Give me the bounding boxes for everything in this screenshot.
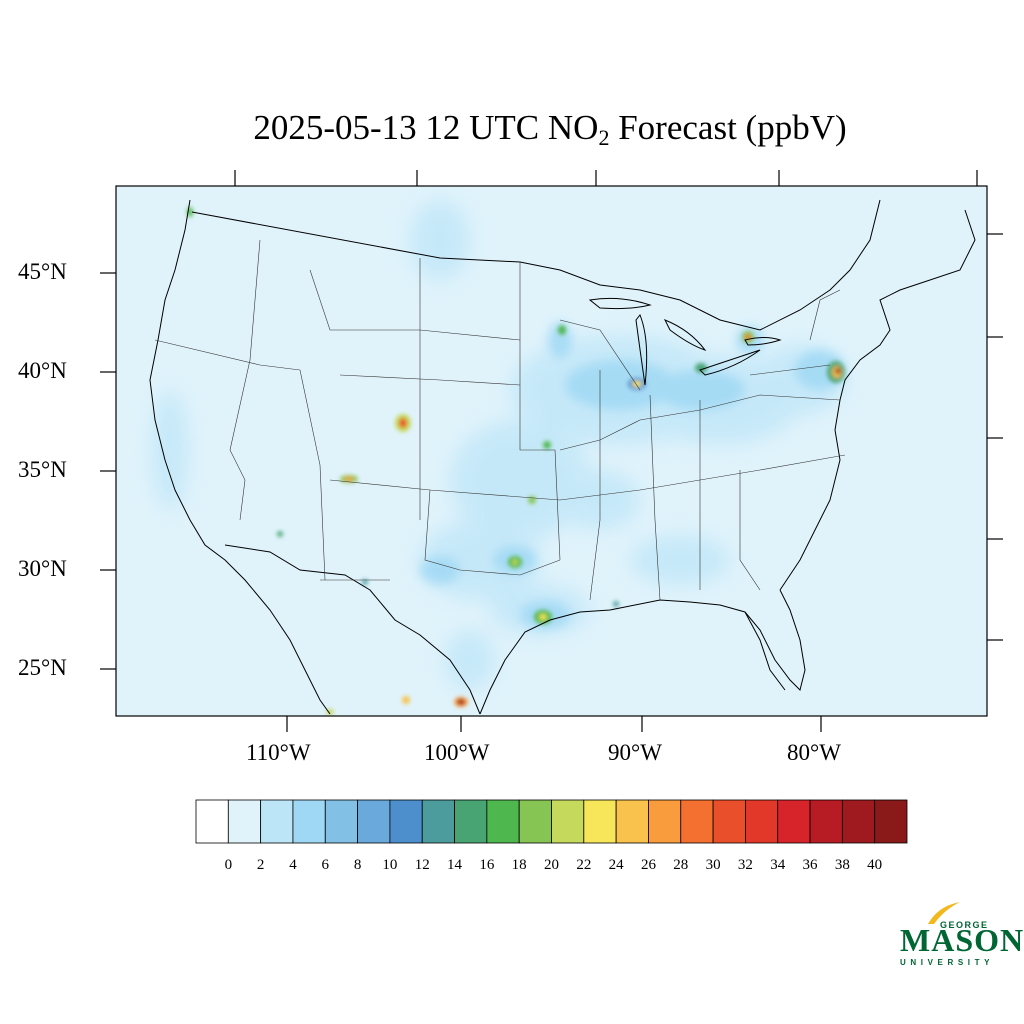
colorbar-tick-label: 18 (511, 857, 527, 873)
colorbar-swatch (292, 799, 326, 844)
gmu-logo: GEORGE MASON UNIVERSITY (898, 900, 1023, 972)
title-species-sub: 2 (598, 125, 610, 150)
lat-label-30: 30°N (18, 556, 67, 581)
colorbar-swatch (841, 799, 876, 844)
lat-label-40: 40°N (18, 358, 67, 383)
lat-label-25: 25°N (18, 655, 67, 680)
colorbar-tick-label: 38 (834, 857, 850, 873)
colorbar-tick-label: 10 (382, 857, 398, 873)
colorbar-swatch (551, 799, 585, 844)
colorbar-tick-label: 34 (770, 857, 786, 873)
title-zone: UTC (469, 108, 540, 147)
colorbar-swatch (615, 799, 649, 844)
logo-george: GEORGE (940, 920, 989, 930)
map-frame (115, 185, 988, 717)
colorbar-swatch (260, 799, 294, 844)
colorbar-swatch (777, 799, 811, 844)
lat-label-45: 45°N (18, 259, 67, 284)
colorbar-swatch (324, 799, 358, 844)
colorbar-tick-label: 2 (256, 857, 265, 873)
colorbar-swatch (227, 799, 262, 844)
colorbar-tick-label: 20 (544, 857, 559, 873)
coastlines-borders (149, 199, 976, 715)
lon-label-90w: 90°W (608, 740, 662, 765)
title-species: NO2 (547, 108, 610, 150)
title-product: Forecast (618, 108, 737, 147)
colorbar-tick-label: 28 (673, 857, 689, 873)
title-date: 2025-05-13 (253, 108, 417, 147)
colorbar-swatch (518, 799, 552, 844)
title-units: (ppbV) (745, 108, 847, 147)
logo-university: UNIVERSITY (900, 958, 995, 967)
title-hour: 12 (425, 108, 461, 147)
colorbar-swatch (745, 799, 779, 844)
colorbar-tick-label: 32 (737, 857, 753, 873)
lon-label-100w: 100°W (424, 740, 490, 765)
colorbar-swatch (680, 799, 714, 844)
colorbar-swatch (809, 799, 843, 844)
colorbar-swatch (195, 799, 229, 844)
colorbar-tick-label: 36 (802, 857, 818, 873)
map-title: 2025-05-13 12 UTC NO2 Forecast (ppbV) (0, 108, 1024, 151)
colorbar-tick-label: 8 (353, 857, 362, 873)
colorbar-tick-label: 4 (289, 857, 297, 873)
colorbar-swatch (421, 799, 455, 844)
colorbar-swatch (648, 799, 682, 844)
colorbar-tick-label: 26 (640, 857, 656, 873)
colorbar-swatch (389, 799, 423, 844)
colorbar-swatch (712, 799, 746, 844)
colorbar-tick-label: 24 (608, 857, 624, 873)
colorbar (195, 799, 908, 844)
colorbar-tick-label: 0 (224, 857, 233, 873)
frame-ticks (100, 170, 1003, 732)
colorbar-tick-label: 16 (479, 857, 495, 873)
colorbar-tick-label: 14 (447, 857, 463, 873)
colorbar-tick-label: 40 (867, 857, 883, 873)
colorbar-swatch (583, 799, 617, 844)
colorbar-tick-label: 30 (705, 857, 721, 873)
title-species-main: NO (547, 108, 599, 147)
leaf-icon (928, 902, 960, 924)
colorbar-swatch (454, 799, 488, 844)
colorbar-tick-label: 22 (576, 857, 592, 873)
colorbar-tick-label: 6 (321, 857, 330, 873)
colorbar-tick-label: 12 (414, 857, 430, 873)
state-borders (154, 239, 846, 601)
lat-label-35: 35°N (18, 457, 67, 482)
logo-mason: MASON (900, 922, 1024, 958)
lon-label-110w: 110°W (246, 740, 311, 765)
colorbar-swatch (874, 799, 908, 844)
colorbar-swatch (486, 799, 520, 844)
colorbar-swatch (357, 799, 391, 844)
lon-label-80w: 80°W (787, 740, 841, 765)
